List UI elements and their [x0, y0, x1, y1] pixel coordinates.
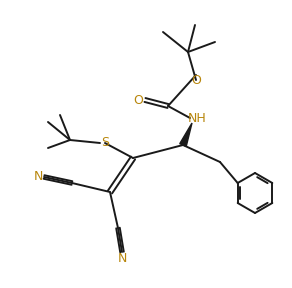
Polygon shape [180, 123, 192, 146]
Text: NH: NH [188, 111, 206, 124]
Text: O: O [133, 94, 143, 107]
Text: N: N [117, 251, 127, 264]
Text: N: N [33, 170, 43, 183]
Text: S: S [101, 137, 109, 149]
Text: O: O [191, 73, 201, 86]
